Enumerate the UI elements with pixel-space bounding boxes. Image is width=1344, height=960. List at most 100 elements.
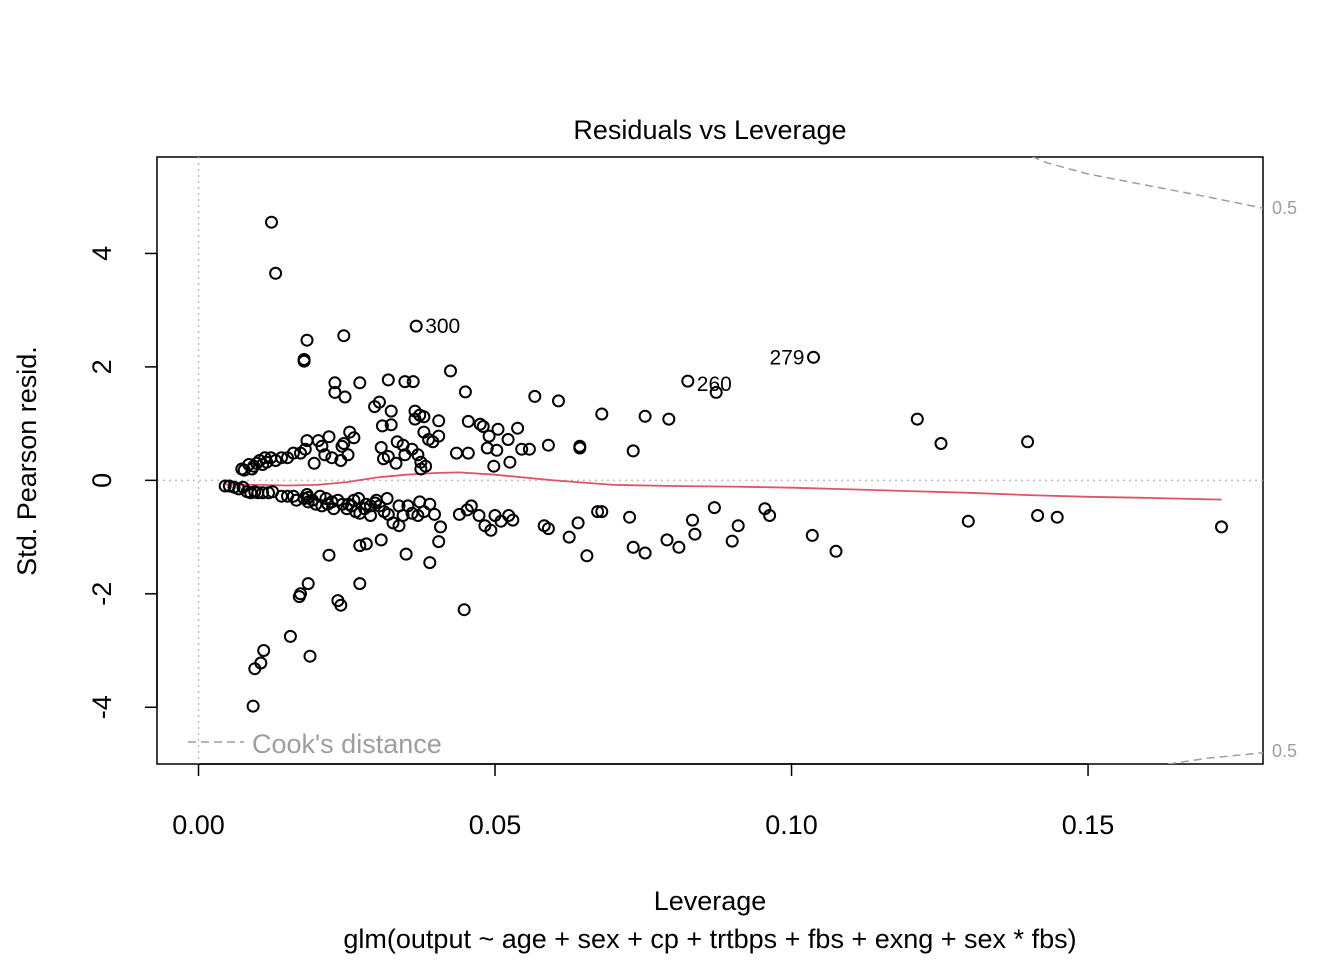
data-point	[1050, 510, 1064, 524]
data-point	[580, 549, 594, 563]
x-tick-label: 0.10	[765, 810, 818, 840]
point-label-279: 279	[769, 346, 804, 369]
data-point	[961, 514, 975, 528]
data-point	[461, 446, 475, 460]
x-axis-label: Leverage	[654, 886, 767, 916]
data-point	[457, 603, 471, 617]
data-point	[1215, 520, 1228, 534]
data-point	[328, 376, 342, 390]
data-point	[297, 354, 311, 368]
data-point	[829, 544, 843, 558]
data-point	[374, 533, 388, 547]
data-point	[303, 649, 317, 663]
labeled-point-300	[409, 319, 423, 333]
y-tick-label: 4	[87, 246, 117, 261]
data-point	[482, 429, 496, 443]
data-point	[501, 433, 515, 446]
data-point	[286, 489, 300, 503]
x-tick-label: 0.15	[1062, 810, 1115, 840]
data-point	[334, 598, 348, 612]
data-point	[472, 509, 486, 522]
data-point	[406, 375, 420, 389]
y-axis-label: Std. Pearson resid.	[12, 346, 42, 576]
data-point	[805, 528, 819, 542]
data-point	[318, 448, 332, 462]
data-point	[375, 419, 389, 433]
data-point	[301, 577, 315, 591]
y-tick-label: -4	[87, 695, 117, 719]
data-point	[562, 530, 576, 544]
data-point	[541, 438, 555, 452]
data-point	[322, 548, 336, 562]
cook-contour-label-lower: 0.5	[1272, 741, 1297, 761]
data-point	[503, 455, 517, 469]
data-point	[315, 439, 329, 453]
data-point	[491, 422, 505, 436]
data-point	[444, 364, 457, 378]
y-tick-label: -2	[87, 582, 117, 606]
data-point	[384, 404, 398, 418]
data-point	[638, 409, 652, 423]
labeled-point-260	[681, 374, 695, 388]
data-point	[328, 385, 342, 399]
data-point	[248, 662, 262, 676]
x-tick-label: 0.05	[469, 810, 522, 840]
data-point	[626, 444, 640, 458]
data-point	[353, 539, 367, 553]
data-point	[432, 414, 446, 428]
data-point	[322, 430, 336, 444]
data-point	[506, 513, 520, 527]
data-point	[257, 644, 271, 657]
data-point	[334, 454, 348, 467]
data-point	[325, 495, 339, 509]
data-point	[458, 385, 472, 399]
cook-contour-upper	[1031, 157, 1263, 209]
y-tick-label: 2	[87, 359, 117, 374]
data-point	[368, 400, 382, 414]
data-point	[380, 492, 394, 505]
data-point	[476, 420, 490, 433]
data-point	[364, 509, 377, 522]
data-point	[364, 499, 377, 513]
data-point	[428, 507, 441, 521]
data-point	[709, 385, 723, 399]
data-point	[934, 437, 948, 450]
smooth-line	[225, 471, 1222, 501]
data-point	[384, 418, 398, 432]
data-point	[672, 540, 686, 554]
data-point	[638, 546, 652, 560]
data-point	[688, 527, 702, 541]
data-point	[281, 451, 294, 465]
data-point	[464, 499, 478, 513]
data-point	[389, 456, 403, 470]
data-point	[300, 434, 314, 448]
data-point	[515, 442, 529, 456]
data-point	[398, 375, 412, 389]
data-point	[490, 443, 504, 457]
data-point	[411, 448, 425, 462]
data-point	[325, 451, 339, 465]
data-point	[423, 556, 437, 570]
data-point	[522, 442, 536, 456]
data-point	[353, 577, 367, 591]
data-point	[591, 505, 605, 519]
data-point	[283, 629, 297, 643]
data-point	[725, 534, 739, 548]
data-point	[301, 490, 315, 504]
data-point	[426, 435, 440, 449]
data-point	[405, 506, 419, 520]
data-point	[432, 535, 446, 549]
data-point	[626, 540, 640, 554]
data-point	[552, 394, 565, 408]
data-point	[413, 495, 427, 509]
point-label-300: 300	[425, 315, 460, 338]
data-point	[573, 439, 587, 453]
data-point	[511, 421, 525, 435]
y-tick-label: 0	[87, 473, 117, 488]
data-point	[337, 329, 351, 343]
data-point	[381, 373, 395, 387]
data-point	[595, 505, 609, 519]
data-point	[595, 407, 609, 421]
cook-contour-lower	[1167, 751, 1263, 764]
